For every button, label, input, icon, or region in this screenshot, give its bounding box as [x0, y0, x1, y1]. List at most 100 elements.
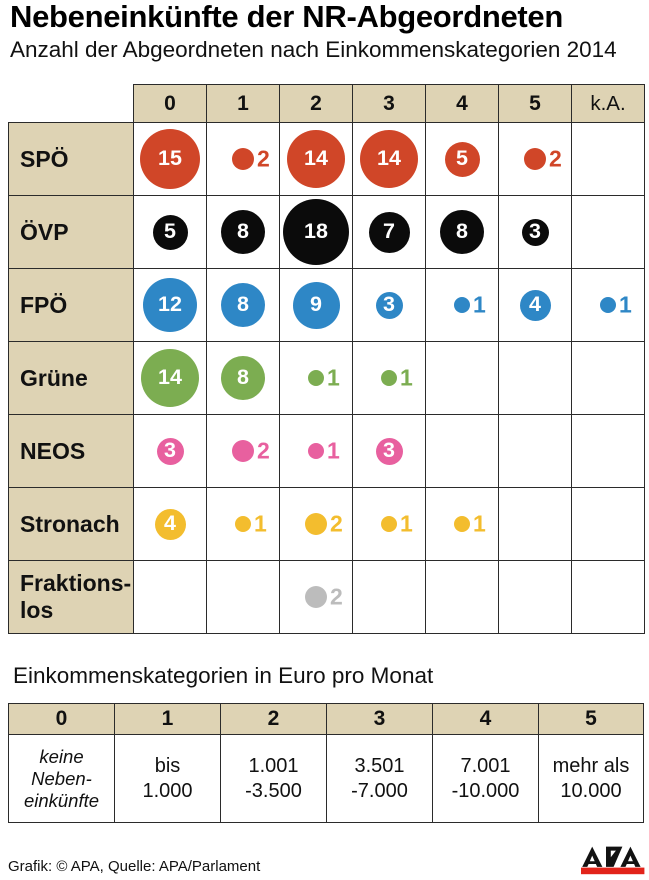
bubble-count-label: 2 [257, 437, 270, 464]
bubble-count-label: 2 [257, 145, 270, 172]
cell-SPÖ-4: 5 [425, 122, 499, 196]
bubble-group: 1 [353, 342, 425, 414]
bubble: 8 [440, 210, 484, 254]
cell-Stronach-k.A. [571, 487, 645, 561]
cell-NEOS-2: 1 [279, 414, 353, 488]
bubble-count-label: 1 [327, 364, 340, 391]
bubble: 8 [221, 210, 265, 254]
bubble: 3 [521, 218, 549, 246]
bubble: 3 [156, 437, 184, 465]
bubble-count-label: 1 [619, 291, 632, 318]
bubble-group: 1 [207, 488, 279, 560]
matrix-corner-cell [9, 85, 134, 123]
matrix-column-header-4: 4 [425, 84, 499, 123]
cell-NEOS-3: 3 [352, 414, 426, 488]
bubble-group: 14 [134, 342, 206, 414]
bubble: 14 [141, 349, 199, 407]
cell-NEOS-4 [425, 414, 499, 488]
row-label-SPÖ: SPÖ [8, 122, 134, 196]
bubble-group: 5 [426, 123, 498, 195]
bubble-dot [235, 516, 251, 532]
cell-Stronach-2: 2 [279, 487, 353, 561]
matrix-row-Stronach: Stronach 4 1 2 1 1 [8, 487, 645, 561]
cell-Fraktionslos-2: 2 [279, 560, 353, 634]
cell-ÖVP-1: 8 [206, 195, 280, 269]
bubble-dot [454, 516, 470, 532]
bubble-count-label: 2 [330, 510, 343, 537]
matrix-column-header-0: 0 [133, 84, 207, 123]
cell-ÖVP-5: 3 [498, 195, 572, 269]
bubble: 5 [152, 214, 188, 250]
apa-logo-redbar [581, 867, 645, 875]
bubble-group: 8 [207, 342, 279, 414]
legend-column-header-1: 1 [114, 703, 221, 735]
cell-NEOS-5 [498, 414, 572, 488]
matrix-column-header-1: 1 [206, 84, 280, 123]
bubble-group: 1 [572, 269, 644, 341]
bubble-group: 4 [134, 488, 206, 560]
bubble-group: 3 [499, 196, 571, 268]
bubble-dot [454, 297, 470, 313]
bubble-group: 2 [280, 561, 352, 633]
cell-ÖVP-3: 7 [352, 195, 426, 269]
cell-Stronach-4: 1 [425, 487, 499, 561]
matrix-column-header-2: 2 [279, 84, 353, 123]
bubble: 3 [375, 437, 403, 465]
cell-Grüne-3: 1 [352, 341, 426, 415]
bubble-count-label: 2 [330, 583, 343, 610]
cell-Fraktionslos-4 [425, 560, 499, 634]
bubble-group: 12 [134, 269, 206, 341]
cell-Stronach-0: 4 [133, 487, 207, 561]
cell-FPÖ-2: 9 [279, 268, 353, 342]
bubble-group: 4 [499, 269, 571, 341]
matrix-row-FPÖ: FPÖ 12 8 9 3 1 4 1 [8, 268, 645, 342]
legend-value-4: 7.001 -10.000 [432, 734, 539, 823]
cell-FPÖ-4: 1 [425, 268, 499, 342]
source-credit: Grafik: © APA, Quelle: APA/Parlament [8, 858, 261, 875]
bubble-group: 1 [426, 488, 498, 560]
matrix-row-Fraktionslos: Fraktions- los 2 [8, 560, 645, 634]
cell-Grüne-1: 8 [206, 341, 280, 415]
row-label-NEOS: NEOS [8, 414, 134, 488]
cell-FPÖ-5: 4 [498, 268, 572, 342]
cell-SPÖ-2: 14 [279, 122, 353, 196]
bubble: 5 [444, 141, 480, 177]
bubble: 3 [375, 291, 403, 319]
bubble-group: 3 [134, 415, 206, 487]
cell-Grüne-4 [425, 341, 499, 415]
bubble-count-label: 1 [254, 510, 267, 537]
bubble-group: 9 [280, 269, 352, 341]
bubble-group: 3 [353, 415, 425, 487]
bubble-count-label: 1 [473, 510, 486, 537]
bubble-group: 2 [207, 123, 279, 195]
bubble-group: 14 [353, 123, 425, 195]
bubble: 14 [287, 130, 345, 188]
bubble-group: 1 [280, 342, 352, 414]
chart-subtitle: Anzahl der Abgeordneten nach Einkommensk… [10, 37, 617, 62]
legend-heading: Einkommenskategorien in Euro pro Monat [13, 663, 434, 688]
cell-SPÖ-5: 2 [498, 122, 572, 196]
bubble-dot [232, 440, 254, 462]
cell-FPÖ-3: 3 [352, 268, 426, 342]
legend-value-1: bis 1.000 [114, 734, 221, 823]
legend-value-2: 1.001 -3.500 [220, 734, 327, 823]
bubble: 4 [519, 289, 551, 321]
row-label-FPÖ: FPÖ [8, 268, 134, 342]
bubble: 4 [154, 508, 186, 540]
cell-Fraktionslos-0 [133, 560, 207, 634]
legend-column-header-2: 2 [220, 703, 327, 735]
bubble-group: 1 [353, 488, 425, 560]
bubble-dot [381, 370, 397, 386]
cell-SPÖ-3: 14 [352, 122, 426, 196]
cell-Fraktionslos-3 [352, 560, 426, 634]
legend-column-header-5: 5 [538, 703, 644, 735]
bubble-group: 14 [280, 123, 352, 195]
matrix-column-header-k.A.: k.A. [571, 84, 645, 123]
row-label-ÖVP: ÖVP [8, 195, 134, 269]
cell-ÖVP-k.A. [571, 195, 645, 269]
bubble-dot [305, 513, 327, 535]
bubble-matrix-table: 0 1 2 3 4 5 k.A. SPÖ 15 2 14 14 5 2 ÖVP 5 8 18 7 8 3 FPÖ 12 8 9… [8, 84, 645, 634]
bubble: 8 [221, 283, 265, 327]
bubble-dot [305, 586, 327, 608]
matrix-row-NEOS: NEOS 3 2 1 3 [8, 414, 645, 488]
